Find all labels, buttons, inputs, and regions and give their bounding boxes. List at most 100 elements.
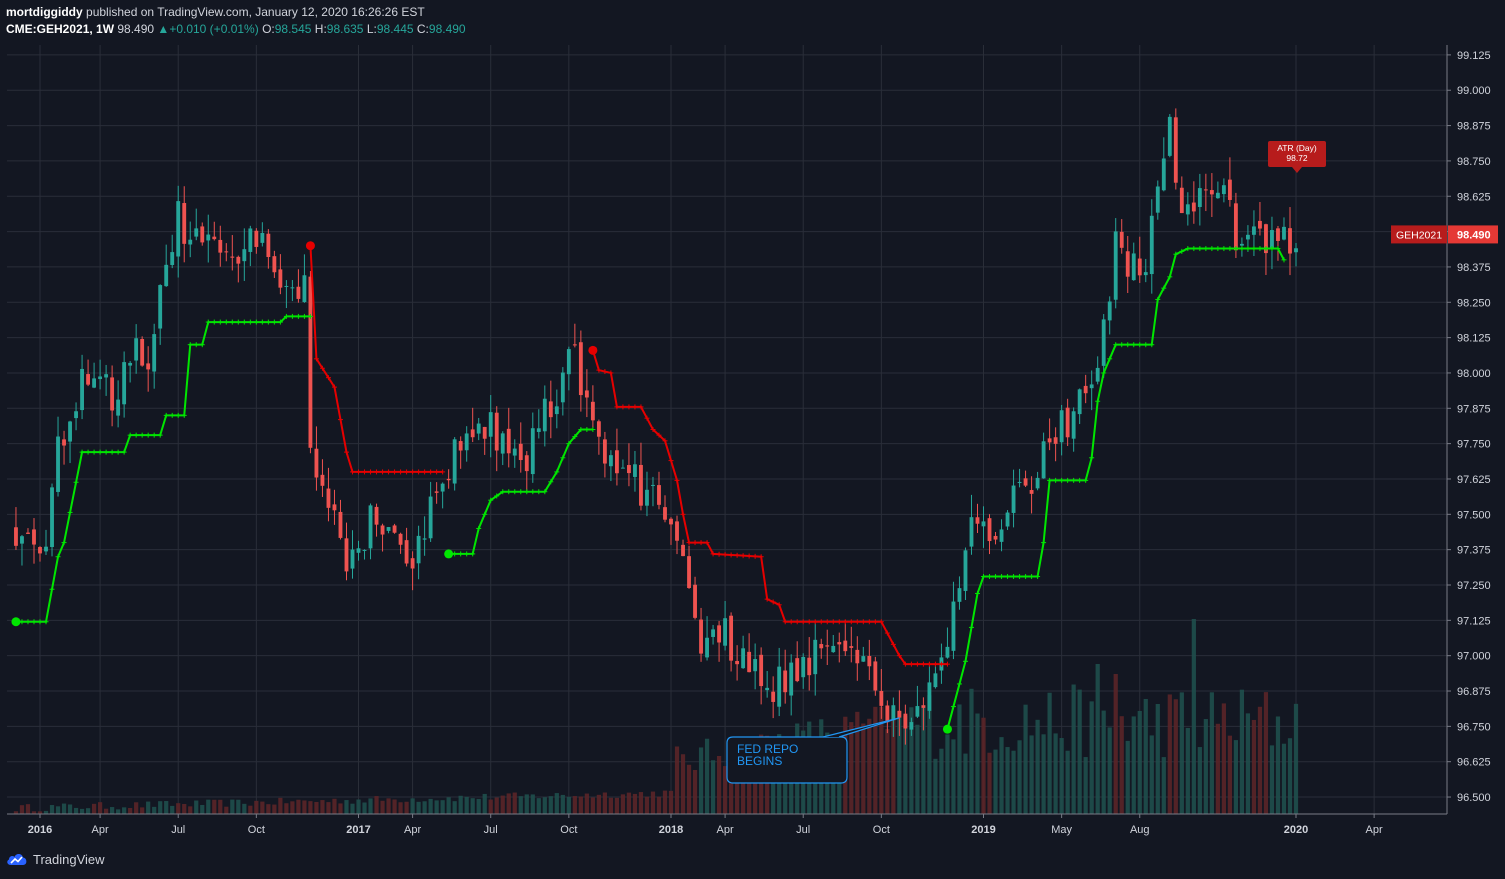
volume-bar xyxy=(428,798,433,814)
candle-body xyxy=(1215,192,1220,199)
volume-bar xyxy=(644,796,650,814)
atr-label-value: 98.72 xyxy=(1286,153,1308,163)
candle-body xyxy=(164,264,169,287)
volume-bar xyxy=(128,808,133,814)
candle-body xyxy=(14,527,18,546)
high-value: 98.635 xyxy=(326,22,364,36)
candle-body xyxy=(645,489,649,506)
candle-body xyxy=(651,484,655,486)
volume-bar xyxy=(200,804,205,814)
volume-bar xyxy=(1257,706,1263,814)
candle-body xyxy=(885,705,890,723)
volume-bar xyxy=(939,748,944,814)
atr-label: ATR (Day)98.72 xyxy=(1268,141,1326,173)
volume-bar xyxy=(1053,733,1058,814)
volume-bar xyxy=(494,797,499,814)
candle-body xyxy=(1161,158,1166,191)
candle-body xyxy=(362,549,367,551)
volume-bar xyxy=(512,792,517,814)
candle-body xyxy=(753,659,758,672)
candle-body xyxy=(849,646,854,648)
y-tick-label: 98.625 xyxy=(1457,191,1491,203)
volume-bar xyxy=(140,807,145,814)
volume-bar xyxy=(290,801,295,814)
volume-bar xyxy=(296,799,301,814)
volume-bar xyxy=(548,796,553,814)
candle-body xyxy=(843,640,848,652)
volume-bar xyxy=(855,711,860,814)
candle-body xyxy=(350,549,355,569)
candle-body xyxy=(1095,367,1100,382)
close-label: C: xyxy=(416,22,429,36)
volume-bar xyxy=(1191,619,1196,814)
volume-bar xyxy=(1269,745,1275,814)
volume-bar xyxy=(698,747,704,814)
author-name[interactable]: mortdiggiddy xyxy=(6,5,83,19)
volume-bar xyxy=(542,797,547,814)
candle-body xyxy=(705,637,709,658)
candle-body xyxy=(987,518,992,542)
atr-label-box xyxy=(1268,141,1326,167)
volume-bar xyxy=(25,804,31,814)
volume-bar xyxy=(398,802,403,814)
volume-bar xyxy=(506,793,511,814)
volume-bar xyxy=(1149,735,1154,814)
candle-body xyxy=(62,439,66,446)
x-tick-label: 2020 xyxy=(1284,824,1308,836)
annotation-line-1: FED REPO xyxy=(737,742,798,756)
x-tick-label: 2017 xyxy=(346,824,370,836)
candle-body xyxy=(1029,490,1034,494)
volume-bar xyxy=(1221,703,1226,814)
candle-body xyxy=(194,228,199,237)
candle-body xyxy=(771,691,776,702)
volume-bar xyxy=(266,804,271,814)
candle-body xyxy=(915,706,920,717)
candle-body xyxy=(122,362,127,405)
candle-body xyxy=(891,705,896,721)
candle-body xyxy=(398,533,403,545)
symbol-tag xyxy=(1391,225,1447,244)
volume-bar xyxy=(1071,684,1076,814)
volume-bar xyxy=(927,695,932,814)
candle-body xyxy=(681,544,685,557)
x-tick-label: Oct xyxy=(873,824,890,836)
stop-line xyxy=(309,245,443,473)
volume-bar xyxy=(1155,703,1160,814)
volume-bar xyxy=(49,805,55,814)
volume-bar xyxy=(626,792,632,814)
stop-line xyxy=(946,247,1285,730)
y-tick-label: 97.625 xyxy=(1457,474,1491,486)
candle-body xyxy=(831,645,836,653)
candle-body xyxy=(368,505,373,549)
candle-body xyxy=(1155,186,1160,213)
x-tick-label: Apr xyxy=(1366,824,1383,836)
volume-bar xyxy=(224,806,229,814)
volume-bar xyxy=(1293,703,1299,814)
volume-bar xyxy=(969,688,974,814)
candle-body xyxy=(867,656,872,667)
volume-bar xyxy=(79,808,85,814)
volume-bar xyxy=(362,802,367,814)
volume-bar xyxy=(31,811,37,814)
volume-bar xyxy=(1215,723,1220,814)
volume-bar xyxy=(278,797,283,814)
volume-bar xyxy=(596,794,601,814)
volume-bar xyxy=(632,793,638,814)
stop-line xyxy=(591,350,948,666)
volume-bar xyxy=(554,793,559,814)
volume-bar xyxy=(73,807,79,814)
volume-bar xyxy=(747,763,752,814)
candle-body xyxy=(422,538,427,540)
tradingview-brand[interactable]: TradingView xyxy=(6,851,105,867)
y-tick-label: 99.125 xyxy=(1457,50,1491,62)
volume-bar xyxy=(404,801,409,814)
y-tick-label: 97.375 xyxy=(1457,545,1491,557)
candle-body xyxy=(26,532,30,534)
volume-bar xyxy=(590,797,595,814)
candle-body xyxy=(723,618,728,646)
volume-bar xyxy=(650,791,656,814)
candle-body xyxy=(44,546,48,552)
symbol-label[interactable]: CME:GEH2021, 1W xyxy=(6,22,115,36)
candle-body xyxy=(404,540,409,564)
